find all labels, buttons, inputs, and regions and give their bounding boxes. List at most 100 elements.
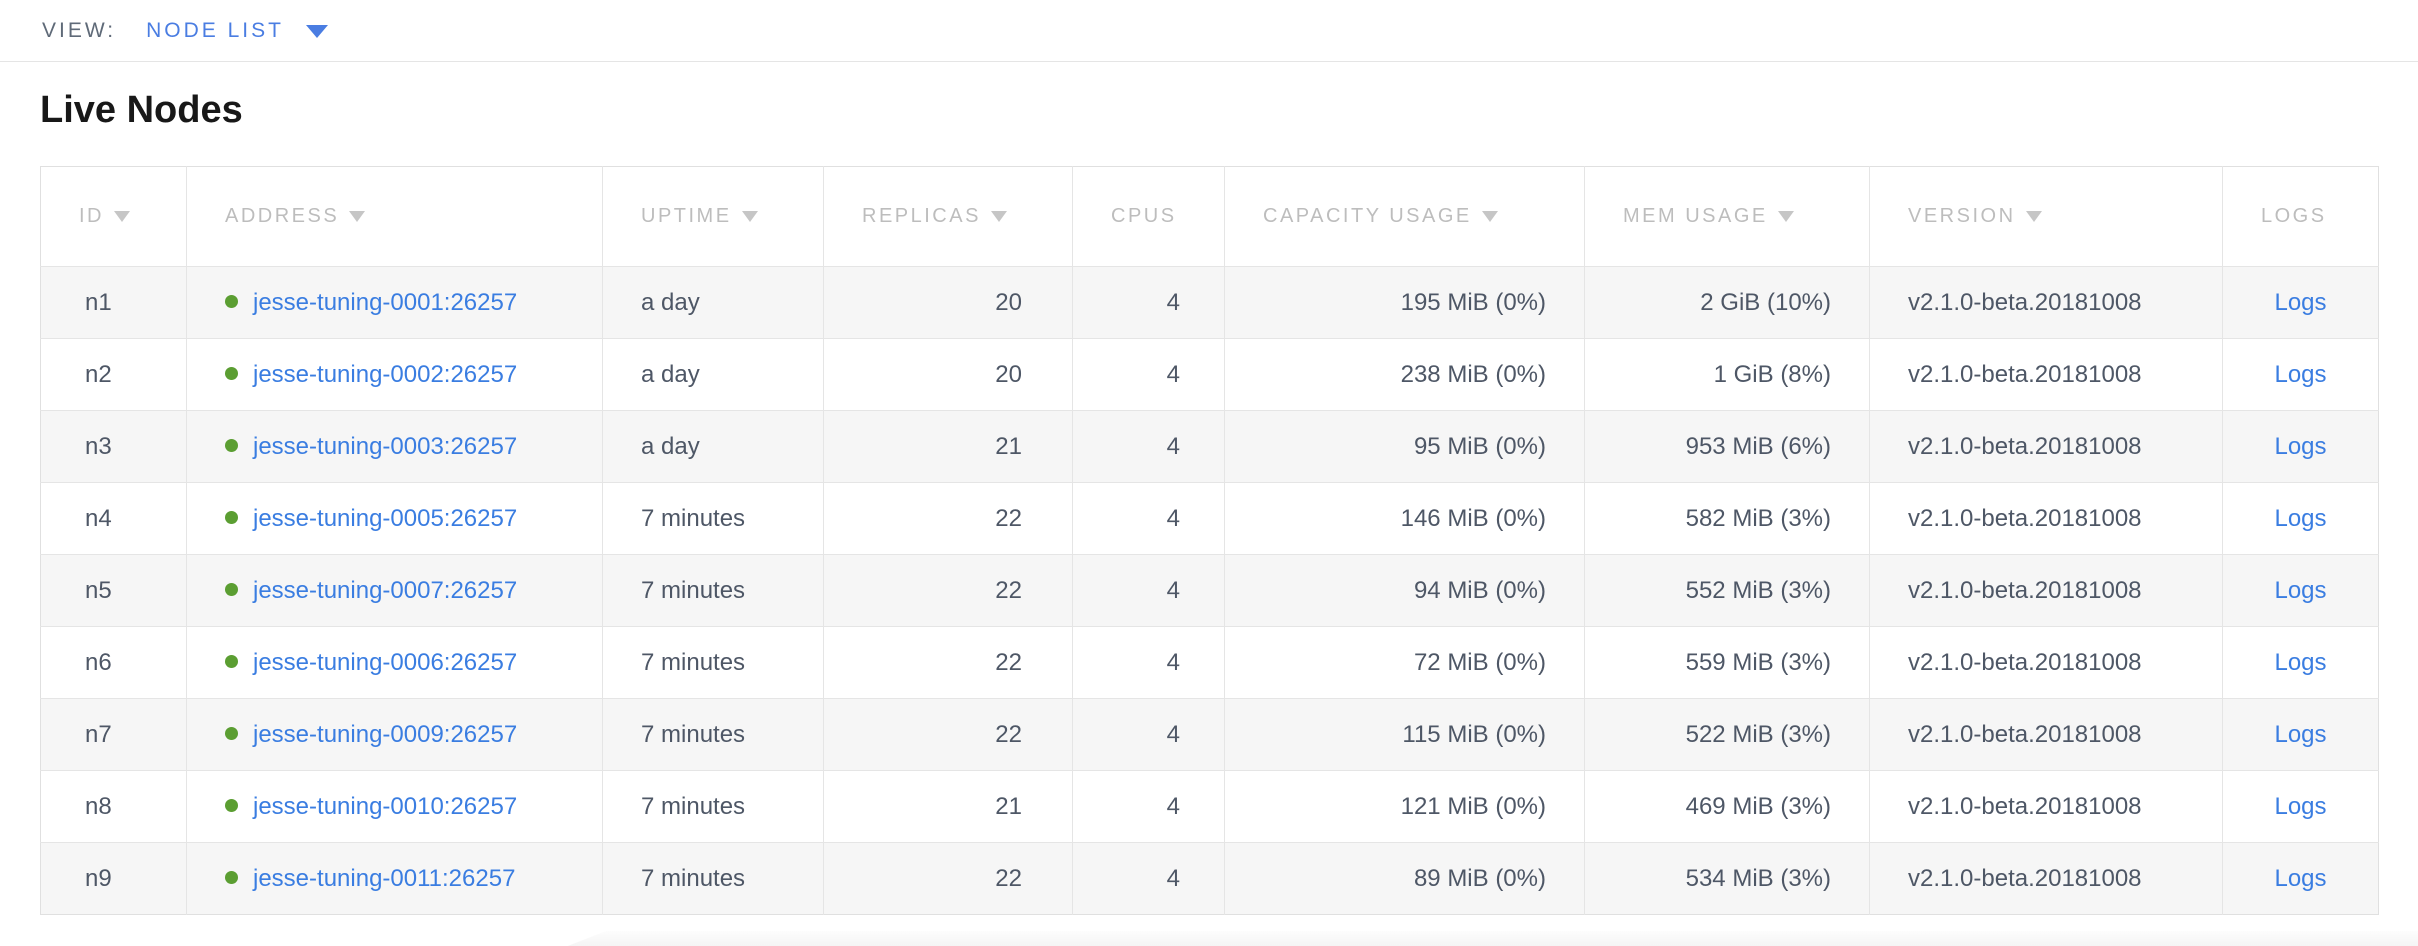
node-id: n3 bbox=[85, 432, 112, 460]
node-address-link[interactable]: jesse-tuning-0005:26257 bbox=[253, 504, 518, 532]
column-header-label: ID bbox=[79, 205, 104, 227]
node-logs-cell: Logs bbox=[2222, 842, 2379, 915]
node-id-cell: n2 bbox=[40, 338, 187, 411]
node-uptime-cell: 7 minutes bbox=[602, 626, 824, 699]
node-address-link[interactable]: jesse-tuning-0002:26257 bbox=[253, 360, 518, 388]
column-header-version[interactable]: VERSION bbox=[1869, 166, 2223, 267]
node-address-cell: jesse-tuning-0005:26257 bbox=[186, 482, 603, 555]
node-address-link[interactable]: jesse-tuning-0003:26257 bbox=[253, 432, 518, 460]
column-header-mem[interactable]: MEM USAGE bbox=[1584, 166, 1870, 267]
node-replicas-cell: 20 bbox=[823, 266, 1073, 339]
node-replicas: 22 bbox=[995, 504, 1022, 532]
node-version-cell: v2.1.0-beta.20181008 bbox=[1869, 770, 2223, 843]
view-label: VIEW: bbox=[42, 18, 117, 42]
node-address-link[interactable]: jesse-tuning-0001:26257 bbox=[253, 288, 518, 316]
node-address-link[interactable]: jesse-tuning-0007:26257 bbox=[253, 576, 518, 604]
node-capacity-usage: 94 MiB (0%) bbox=[1413, 576, 1546, 604]
node-capacity-usage: 195 MiB (0%) bbox=[1400, 288, 1546, 316]
column-header-label: LOGS bbox=[2261, 205, 2327, 227]
node-capacity-usage-cell: 195 MiB (0%) bbox=[1224, 266, 1585, 339]
status-dot-icon bbox=[225, 510, 238, 524]
logs-link[interactable]: Logs bbox=[2274, 720, 2327, 748]
node-mem-usage: 522 MiB (3%) bbox=[1685, 720, 1831, 748]
node-mem-usage: 559 MiB (3%) bbox=[1685, 648, 1831, 676]
node-cpus-cell: 4 bbox=[1072, 626, 1225, 699]
node-capacity-usage-cell: 94 MiB (0%) bbox=[1224, 554, 1585, 627]
status-dot-icon bbox=[225, 798, 238, 812]
logs-link[interactable]: Logs bbox=[2274, 792, 2327, 820]
node-address-cell: jesse-tuning-0010:26257 bbox=[186, 770, 603, 843]
logs-link[interactable]: Logs bbox=[2274, 576, 2327, 604]
node-version: v2.1.0-beta.20181008 bbox=[1908, 720, 2142, 748]
node-version-cell: v2.1.0-beta.20181008 bbox=[1869, 482, 2223, 555]
node-version-cell: v2.1.0-beta.20181008 bbox=[1869, 698, 2223, 771]
view-dropdown[interactable]: NODE LIST bbox=[146, 19, 328, 43]
node-capacity-usage-cell: 72 MiB (0%) bbox=[1224, 626, 1585, 699]
node-mem-usage: 953 MiB (6%) bbox=[1685, 432, 1831, 460]
node-version: v2.1.0-beta.20181008 bbox=[1908, 288, 2142, 316]
node-version: v2.1.0-beta.20181008 bbox=[1908, 792, 2142, 820]
node-uptime-cell: 7 minutes bbox=[602, 554, 824, 627]
column-header-id[interactable]: ID bbox=[40, 166, 187, 267]
node-cpus: 4 bbox=[1166, 504, 1180, 532]
logs-link[interactable]: Logs bbox=[2274, 360, 2327, 388]
node-replicas: 22 bbox=[995, 576, 1022, 604]
column-header-replicas[interactable]: REPLICAS bbox=[823, 166, 1073, 267]
node-replicas-cell: 21 bbox=[823, 770, 1073, 843]
node-mem-usage-cell: 522 MiB (3%) bbox=[1584, 698, 1870, 771]
logs-link[interactable]: Logs bbox=[2274, 864, 2327, 892]
node-logs-cell: Logs bbox=[2222, 338, 2379, 411]
column-header-capacity[interactable]: CAPACITY USAGE bbox=[1224, 166, 1585, 267]
node-mem-usage-cell: 1 GiB (8%) bbox=[1584, 338, 1870, 411]
status-dot-icon bbox=[225, 438, 238, 452]
logs-link[interactable]: Logs bbox=[2274, 648, 2327, 676]
node-mem-usage: 2 GiB (10%) bbox=[1700, 288, 1831, 316]
node-replicas-cell: 20 bbox=[823, 338, 1073, 411]
table-row: n9 jesse-tuning-0011:26257 7 minutes 22 … bbox=[40, 842, 2379, 915]
node-mem-usage: 534 MiB (3%) bbox=[1685, 864, 1831, 892]
sort-desc-arrow-icon bbox=[741, 211, 758, 222]
node-replicas-cell: 21 bbox=[823, 410, 1073, 483]
node-address-link[interactable]: jesse-tuning-0006:26257 bbox=[253, 648, 518, 676]
node-version: v2.1.0-beta.20181008 bbox=[1908, 864, 2142, 892]
node-capacity-usage-cell: 95 MiB (0%) bbox=[1224, 410, 1585, 483]
node-version-cell: v2.1.0-beta.20181008 bbox=[1869, 266, 2223, 339]
node-version: v2.1.0-beta.20181008 bbox=[1908, 360, 2142, 388]
column-header-logs: LOGS bbox=[2222, 166, 2379, 267]
column-header-uptime[interactable]: UPTIME bbox=[602, 166, 824, 267]
node-replicas-cell: 22 bbox=[823, 626, 1073, 699]
node-address-link[interactable]: jesse-tuning-0010:26257 bbox=[253, 792, 518, 820]
logs-link[interactable]: Logs bbox=[2274, 504, 2327, 532]
node-capacity-usage: 121 MiB (0%) bbox=[1400, 792, 1546, 820]
node-uptime: 7 minutes bbox=[641, 720, 746, 748]
view-dropdown-value[interactable]: NODE LIST bbox=[146, 18, 284, 42]
node-cpus-cell: 4 bbox=[1072, 482, 1225, 555]
sort-desc-arrow-icon bbox=[1777, 211, 1794, 222]
logs-link[interactable]: Logs bbox=[2274, 288, 2327, 316]
node-version: v2.1.0-beta.20181008 bbox=[1908, 576, 2142, 604]
node-capacity-usage: 89 MiB (0%) bbox=[1413, 864, 1546, 892]
node-version-cell: v2.1.0-beta.20181008 bbox=[1869, 410, 2223, 483]
node-address-cell: jesse-tuning-0003:26257 bbox=[186, 410, 603, 483]
node-uptime: 7 minutes bbox=[641, 792, 746, 820]
node-replicas: 22 bbox=[995, 648, 1022, 676]
node-id-cell: n9 bbox=[40, 842, 187, 915]
node-address-link[interactable]: jesse-tuning-0011:26257 bbox=[253, 864, 516, 892]
node-cpus-cell: 4 bbox=[1072, 770, 1225, 843]
node-cpus: 4 bbox=[1166, 432, 1180, 460]
node-id-cell: n1 bbox=[40, 266, 187, 339]
node-address-cell: jesse-tuning-0007:26257 bbox=[186, 554, 603, 627]
node-uptime-cell: a day bbox=[602, 410, 824, 483]
node-logs-cell: Logs bbox=[2222, 266, 2379, 339]
logs-link[interactable]: Logs bbox=[2274, 432, 2327, 460]
node-cpus-cell: 4 bbox=[1072, 842, 1225, 915]
node-version: v2.1.0-beta.20181008 bbox=[1908, 648, 2142, 676]
main-content: Live Nodes ID ADDRESS UPTIME REPLICAS CPUS CA… bbox=[0, 88, 2418, 946]
column-header-address[interactable]: ADDRESS bbox=[186, 166, 603, 267]
table-row: n3 jesse-tuning-0003:26257 a day 21 4 95… bbox=[40, 410, 2379, 483]
node-capacity-usage-cell: 146 MiB (0%) bbox=[1224, 482, 1585, 555]
node-address-link[interactable]: jesse-tuning-0009:26257 bbox=[253, 720, 518, 748]
status-dot-icon bbox=[225, 366, 238, 380]
node-version: v2.1.0-beta.20181008 bbox=[1908, 432, 2142, 460]
node-address-cell: jesse-tuning-0006:26257 bbox=[186, 626, 603, 699]
